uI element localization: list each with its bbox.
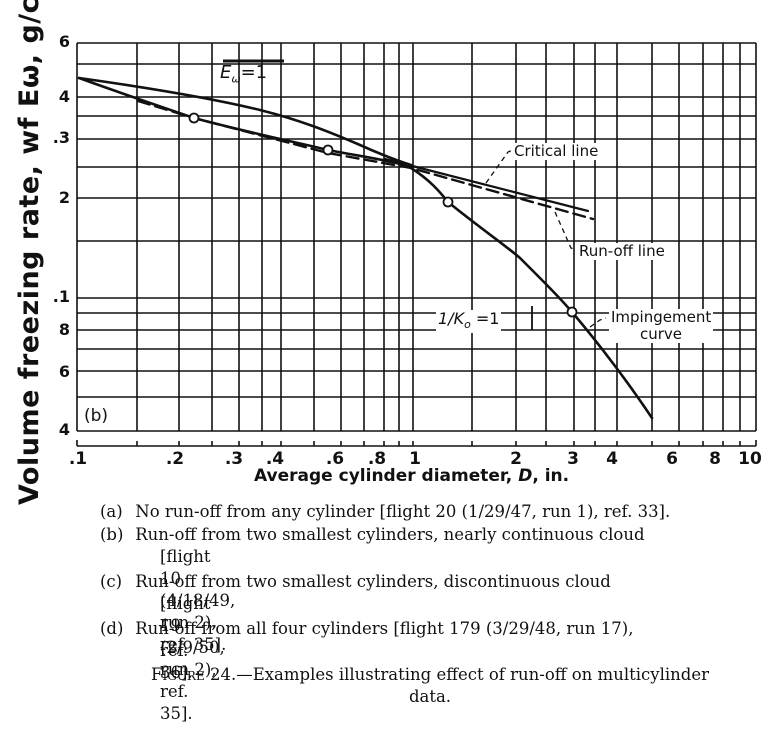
x-tick-label: .6 [325,449,345,469]
x-axis-title: Average cylinder diameter, D, in. [254,466,570,486]
x-tick-label: 2 [510,449,522,469]
e-omega-curve [77,76,413,167]
run-off-line-label: Run-off line [577,242,667,260]
x-tick-label: 8 [709,449,721,469]
data-point [566,306,578,318]
curves [77,76,654,420]
x-tick-label: .1 [68,449,88,469]
caption-item-b-cont: [flight 10 (4/18/49, run 2), ref. 35]. [160,547,236,654]
caption-item-b: (b) Run-off from two smallest cylinders,… [100,525,645,544]
y-tick-label: 4 [58,420,70,439]
data-points [188,112,578,318]
y-tick-label: 6 [58,362,70,381]
ko-annotation: 1/Ko =1 [436,309,502,334]
critical-line [383,157,590,213]
y-tick-label: .1 [52,287,70,306]
x-tick-label: .4 [265,449,285,469]
y-tick-label: 6 [58,32,70,51]
run-off-line [136,99,595,221]
x-tick-label: 3 [567,449,579,469]
caption-item-c-cont: [flight 19 (2/9/50, run 2), ref. 35]. [160,594,225,723]
data-point [322,144,334,156]
figure-title: Figure 24.—Examples illustrating effect … [151,665,709,684]
impingement-curve-label: Impingement curve [609,308,713,343]
x-tick-label: 6 [666,449,678,469]
panel-label: (b) [84,406,109,426]
grid-lines [76,42,757,432]
caption-item-a: (a) No run-off from any cylinder [flight… [100,502,671,521]
caption-item-d-cont: ref. 36]. [160,641,193,682]
y-tick-label: 2 [58,188,70,207]
x-tick-label: 1 [409,449,421,469]
x-tick-label: .2 [165,449,185,469]
x-tick-label: 4 [606,449,618,469]
data-point [442,196,454,208]
leader-lines [485,149,607,328]
caption-item-c: (c) Run-off from two smallest cylinders,… [100,572,611,591]
x-axis-ruler [76,440,757,447]
e-omega-annotation: Eω=1 [220,62,268,86]
y-tick-label: 4 [58,87,70,106]
critical-line-label: Critical line [512,142,601,160]
figure-title-cont: data. [408,687,452,706]
x-tick-label: .3 [224,449,244,469]
y-tick-label: 8 [58,320,70,339]
caption-item-d: (d) Run-off from all four cylinders [fli… [100,619,634,638]
x-tick-label: .8 [367,449,387,469]
x-tick-label: 10 [738,449,762,469]
y-axis-title: Volume freezing rate, wf Eω, g/cu m [14,0,45,505]
impingement-curve [77,76,654,420]
data-point [188,112,200,124]
y-tick-label: .3 [52,128,70,147]
